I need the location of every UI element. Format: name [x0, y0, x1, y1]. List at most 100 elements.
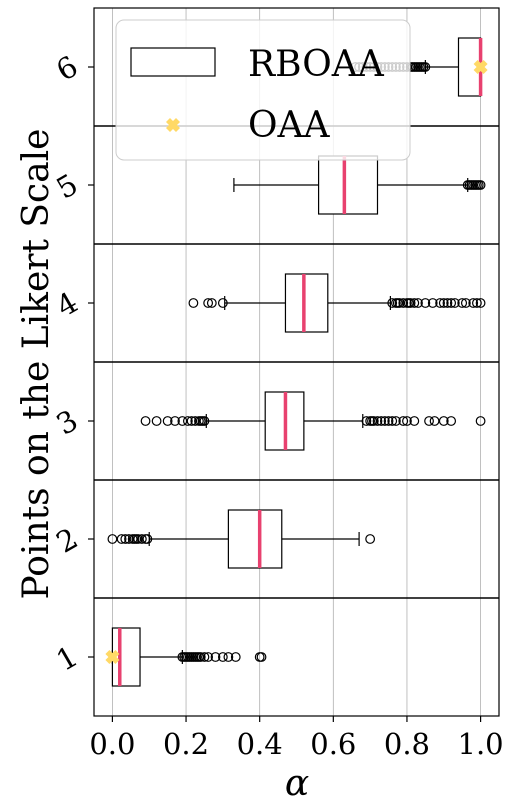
oaa-marker — [473, 60, 488, 74]
outlier-point — [223, 652, 234, 662]
outlier-point — [133, 534, 144, 544]
outlier-point — [182, 416, 193, 426]
outlier-point — [405, 298, 416, 308]
outlier-point — [199, 416, 210, 426]
outlier-point — [420, 62, 431, 72]
x-tick-label: 0.6 — [310, 727, 356, 761]
outlier-point — [206, 298, 217, 308]
outlier-point — [151, 416, 162, 426]
iqr-box — [284, 273, 329, 333]
outlier-point — [438, 416, 449, 426]
outlier-point — [195, 652, 206, 662]
outlier-point — [256, 652, 267, 662]
outlier-point — [177, 416, 188, 426]
outlier-point — [372, 416, 383, 426]
x-axis-label: α — [285, 763, 309, 804]
outlier-point — [383, 416, 394, 426]
legend-rboaa-label: RBOAA — [248, 44, 385, 85]
outlier-point — [413, 298, 423, 308]
box-category-4 — [188, 273, 486, 333]
outlier-point — [387, 416, 398, 426]
outlier-point — [203, 652, 214, 662]
outlier-point — [210, 652, 221, 662]
outlier-point — [409, 416, 420, 426]
legend-oaa-label: OAA — [248, 105, 331, 146]
iqr-box — [111, 627, 141, 687]
outlier-point — [460, 298, 471, 308]
outlier-point — [446, 298, 457, 308]
box-category-1 — [111, 627, 267, 687]
outlier-point — [116, 534, 127, 544]
outlier-point — [188, 298, 199, 308]
outlier-point — [136, 534, 147, 544]
outlier-point — [190, 416, 201, 426]
outlier-point — [387, 298, 398, 308]
y-tick-label: 6 — [51, 49, 84, 88]
outlier-point — [365, 534, 376, 544]
outlier-point — [435, 298, 445, 308]
box-series — [105, 37, 488, 687]
x-axis-ticks: 0.0 0.2 0.4 0.6 0.8 1.0 — [89, 716, 504, 761]
outlier-point — [124, 534, 134, 544]
category-panels — [94, 125, 499, 599]
outlier-point — [107, 534, 118, 544]
x-tick-label: 0.2 — [163, 727, 209, 761]
outlier-point — [468, 298, 479, 308]
outlier-point — [230, 652, 241, 662]
iqr-box — [227, 509, 283, 569]
outlier-point — [398, 416, 409, 426]
outlier-point — [376, 416, 387, 426]
box-category-3 — [140, 391, 486, 451]
outlier-point — [424, 416, 434, 426]
oaa-marker-shape — [473, 60, 488, 74]
box-category-2 — [107, 509, 376, 569]
outlier-point — [475, 416, 486, 426]
iqr-box — [317, 155, 379, 215]
outlier-point — [140, 416, 151, 426]
outlier-point — [394, 298, 405, 308]
outlier-point — [217, 652, 228, 662]
outlier-point — [475, 298, 486, 308]
outlier-point — [379, 416, 390, 426]
outlier-point — [446, 416, 457, 426]
outlier-point — [438, 298, 449, 308]
outlier-point — [429, 416, 440, 426]
outlier-point — [398, 298, 409, 308]
box-category-5 — [233, 155, 486, 215]
outlier-point — [472, 298, 482, 308]
axes-frame — [93, 7, 500, 717]
oaa-marker — [105, 650, 120, 664]
legend: RBOAA OAA — [115, 19, 411, 161]
legend-oaa-marker — [166, 118, 180, 132]
x-tick-label: 0.0 — [89, 727, 135, 761]
outlier-point — [475, 180, 486, 190]
plot-frame — [93, 7, 500, 717]
oaa-marker-shape — [105, 650, 120, 664]
outlier-point — [402, 416, 412, 426]
y-axis-label: Points on the Likert Scale — [16, 129, 57, 600]
outlier-point — [449, 298, 460, 308]
x-tick-label: 1.0 — [458, 727, 504, 761]
outlier-point — [217, 298, 228, 308]
outlier-point — [142, 534, 153, 544]
outlier-point — [199, 652, 210, 662]
outlier-point — [427, 298, 438, 308]
outlier-point — [409, 298, 420, 308]
outlier-point — [162, 416, 173, 426]
x-tick-label: 0.8 — [384, 727, 430, 761]
outlier-point — [457, 298, 468, 308]
outlier-point — [170, 416, 180, 426]
outlier-point — [420, 298, 431, 308]
outlier-point — [186, 416, 197, 426]
outlier-point — [203, 298, 214, 308]
outlier-point — [368, 416, 379, 426]
outlier-point — [120, 534, 131, 544]
legend-rboaa-swatch — [130, 47, 216, 77]
x-tick-label: 0.4 — [237, 727, 283, 761]
y-tick-label: 1 — [51, 639, 84, 678]
outlier-point — [361, 416, 372, 426]
outlier-point — [391, 416, 401, 426]
outlier-point — [442, 298, 453, 308]
